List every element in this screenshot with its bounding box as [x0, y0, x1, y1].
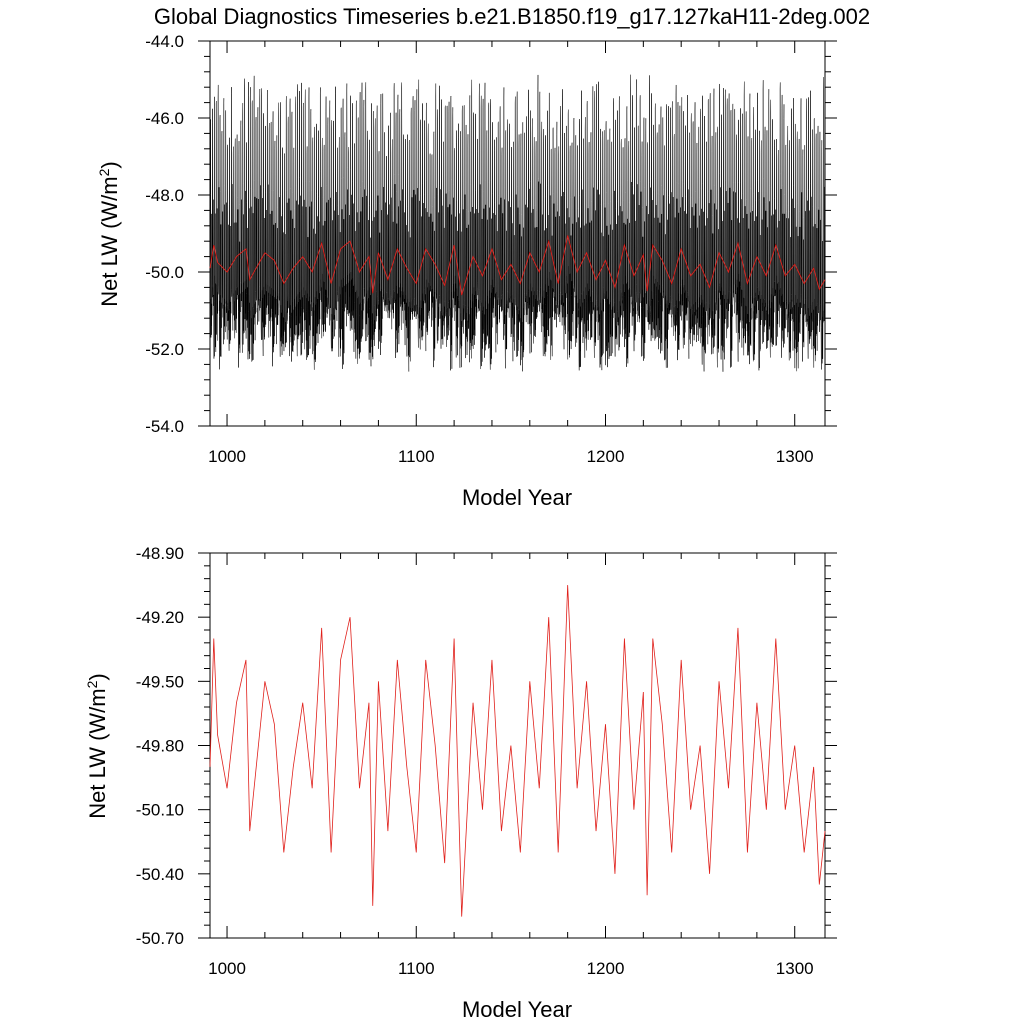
plot-frame-top: [209, 40, 826, 427]
y-axis-label-bottom-suffix: ): [85, 673, 110, 680]
x-tick-label: 1300: [776, 447, 814, 466]
axis-ticks-top: 1000 1100 1200 1300 -54.0 -52.0 -50.0 -48.0 -46.…: [145, 32, 837, 466]
axis-ticks-bottom: 1000 1100 1200 1300 -50.70 -50.40 -50.10 -49.80…: [136, 544, 837, 978]
x-tick-label: 1200: [587, 447, 625, 466]
y-tick-label: -46.0: [145, 109, 184, 128]
y-axis-label-top-main: Net LW (W/m: [97, 176, 122, 306]
annual-mean-line: [209, 585, 826, 917]
x-tick-label: 1100: [398, 447, 435, 466]
y-axis-label-bottom-main: Net LW (W/m: [85, 688, 110, 818]
x-tick-label: 1100: [398, 959, 435, 978]
x-tick-label: 1200: [587, 959, 625, 978]
series-monthly-top: [209, 74, 826, 372]
y-axis-label-top: Net LW (W/m2): [96, 161, 122, 306]
y-tick-label: -49.50: [136, 672, 184, 691]
y-tick-label: -44.0: [145, 32, 184, 51]
panel-bottom: 1000 1100 1200 1300 -50.70 -50.40 -50.10 -49.80…: [84, 544, 837, 1022]
panel-top: 1000 1100 1200 1300 -54.0 -52.0 -50.0 -48.0 -46.…: [96, 32, 837, 510]
y-tick-label: -48.0: [145, 186, 184, 205]
x-axis-label-bottom: Model Year: [462, 997, 572, 1022]
x-axis-label-top: Model Year: [462, 485, 572, 510]
x-tick-label: 1000: [208, 447, 246, 466]
series-annual-top: [209, 235, 826, 296]
monthly-line: [209, 74, 826, 372]
y-tick-label: -48.90: [136, 544, 184, 563]
plot-frame-bottom: [209, 552, 826, 939]
x-tick-label: 1300: [776, 959, 814, 978]
y-axis-label-top-suffix: ): [97, 161, 122, 168]
x-tick-label: 1000: [208, 959, 246, 978]
y-tick-label: -50.10: [136, 801, 184, 820]
series-annual-bottom: [209, 585, 826, 917]
y-axis-label-bottom-sup: 2: [84, 680, 100, 688]
y-tick-label: -50.70: [136, 929, 184, 948]
y-tick-label: -52.0: [145, 340, 184, 359]
y-tick-label: -50.0: [145, 263, 184, 282]
y-tick-label: -54.0: [145, 417, 184, 436]
y-tick-label: -50.40: [136, 865, 184, 884]
y-axis-label-bottom: Net LW (W/m2): [84, 673, 110, 818]
figure-title: Global Diagnostics Timeseries b.e21.B185…: [154, 4, 870, 29]
annual-mean-line: [209, 235, 826, 296]
y-tick-label: -49.80: [136, 737, 184, 756]
y-tick-label: -49.20: [136, 608, 184, 627]
y-axis-label-top-sup: 2: [96, 168, 112, 176]
